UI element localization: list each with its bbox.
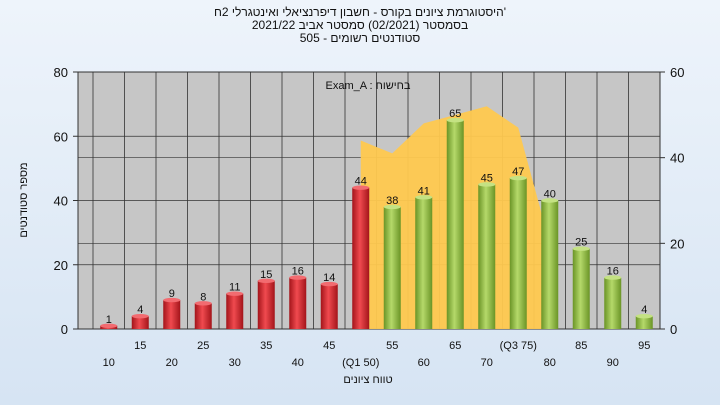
x-tick-label: 30	[229, 357, 241, 369]
bar-cap	[226, 291, 244, 296]
chart-title: היסטוגרמת ציונים בקורס - חשבון דיפרנציאל…	[213, 5, 507, 19]
x-tick-label: 95	[638, 340, 650, 352]
x-tick-label: 35	[260, 340, 272, 352]
chart-titles: היסטוגרמת ציונים בקורס - חשבון דיפרנציאל…	[0, 6, 720, 45]
bar-cap	[383, 204, 401, 210]
bar-value-label: 41	[418, 185, 430, 197]
y2-tick-label: 0	[670, 322, 677, 337]
x-tick-label: 25	[197, 340, 209, 352]
x-tick-label: 45	[323, 340, 335, 352]
y-tick-label: 40	[54, 194, 68, 209]
bar-cap	[100, 323, 118, 328]
bar-value-label: 40	[544, 189, 556, 201]
histogram-bar	[194, 303, 212, 329]
bar-cap	[289, 275, 307, 280]
bar-value-label: 9	[169, 288, 175, 300]
histogram-bar	[226, 293, 244, 329]
histogram-bar	[257, 280, 275, 329]
x-tick-label: 40	[292, 357, 304, 369]
x-tick-label: (Q3 75)	[500, 340, 537, 352]
bar-cap	[446, 117, 464, 123]
bar-cap	[415, 195, 433, 200]
y2-tick-label: 60	[670, 65, 684, 80]
x-tick-label: 80	[544, 357, 556, 369]
histogram-bar	[572, 248, 590, 329]
chart-subtitle-registered: 505 - סטודנטים רשומים	[299, 31, 421, 45]
bar-cap	[509, 175, 527, 181]
x-tick-label: 60	[418, 357, 430, 369]
histogram-bar	[446, 120, 464, 329]
bar-value-label: 11	[229, 282, 240, 294]
x-axis-label: טווח ציונים	[343, 374, 393, 386]
y-tick-label: 60	[54, 129, 68, 144]
bar-value-label: 16	[292, 266, 304, 278]
y2-tick-label: 20	[670, 236, 684, 251]
y-tick-label: 20	[54, 258, 68, 273]
y-tick-label: 80	[54, 65, 68, 80]
exam-annotation: Exam_A : בחישוח	[325, 80, 411, 92]
bar-cap	[194, 301, 212, 306]
histogram-bar	[635, 316, 653, 329]
x-tick-label: 20	[166, 357, 178, 369]
bar-value-label: 65	[449, 108, 461, 120]
bar-cap	[352, 185, 370, 190]
histogram-bar	[478, 184, 496, 329]
bar-cap	[572, 246, 590, 251]
x-tick-label: 10	[103, 357, 115, 369]
histogram-bar	[415, 197, 433, 329]
bar-cap	[320, 281, 338, 287]
axis-layer: 0 20 40 60 80 0 20 40 60 10 15 20 25 30 35 40 45 (Q1 50) 5…	[54, 65, 685, 369]
histogram-bar	[163, 300, 181, 329]
x-tick-label: 65	[449, 340, 461, 352]
histogram-bar	[604, 277, 622, 329]
bar-value-label: 15	[260, 269, 272, 281]
x-tick-label: (Q1 50)	[342, 357, 379, 369]
bar-value-label: 1	[106, 314, 112, 326]
bar-cap	[478, 182, 496, 187]
bar-value-label: 8	[200, 291, 206, 303]
bar-value-label: 4	[137, 304, 143, 316]
bar-value-label: 45	[481, 172, 493, 184]
bar-value-label: 47	[512, 166, 524, 178]
bar-cap	[541, 198, 559, 203]
x-tick-label: 85	[575, 340, 587, 352]
y-tick-label: 0	[61, 322, 68, 337]
bar-layer	[100, 117, 653, 329]
bar-cap	[257, 278, 275, 284]
bar-value-label: 25	[575, 237, 587, 249]
x-tick-label: 70	[481, 357, 493, 369]
histogram-bar	[289, 277, 307, 329]
histogram-bar	[352, 187, 370, 329]
bar-value-label: 44	[355, 176, 367, 188]
y-axis-label: מספר סטודנטים	[18, 162, 30, 238]
bar-cap	[635, 313, 653, 319]
y2-tick-label: 40	[670, 151, 684, 166]
histogram-bar	[320, 284, 338, 329]
bar-value-label: 4	[641, 304, 647, 316]
bar-value-label: 16	[607, 266, 619, 278]
x-tick-label: 15	[134, 340, 146, 352]
bar-value-label: 14	[323, 272, 335, 284]
histogram-bar	[383, 206, 401, 329]
bar-cap	[604, 275, 622, 280]
histogram-bar	[131, 316, 149, 329]
histogram-bar	[541, 200, 559, 329]
x-tick-label: 55	[386, 340, 398, 352]
bar-cap	[131, 313, 149, 319]
histogram-bar	[509, 178, 527, 329]
chart-subtitle-semester: בסמסטר (02/2021) סמסטר אביב 2021/22	[251, 18, 469, 32]
x-tick-label: 90	[607, 357, 619, 369]
bar-cap	[163, 297, 181, 303]
bar-value-label: 38	[386, 195, 398, 207]
